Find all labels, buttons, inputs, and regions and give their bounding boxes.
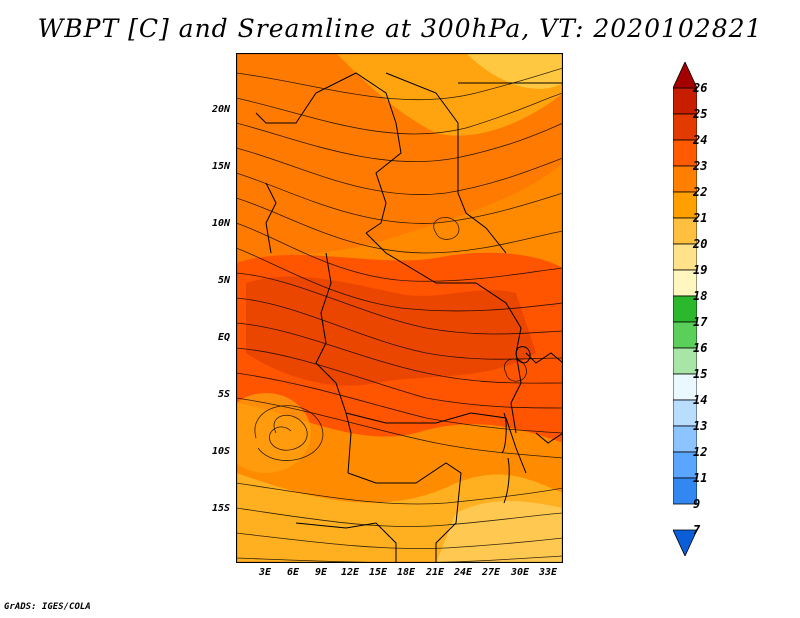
lon-label-6e: 6E xyxy=(286,567,300,578)
lat-label-15n: 15N xyxy=(211,161,230,172)
colorbar-label-18: 18 xyxy=(693,289,708,303)
colorbar-box-18 xyxy=(673,269,697,297)
lon-label-30e: 30E xyxy=(510,567,530,578)
country-borders xyxy=(255,72,563,563)
wbpt-region-hot-core xyxy=(246,276,536,386)
lon-label-33e: 33E xyxy=(538,567,558,578)
colorbar-box-21 xyxy=(673,191,697,219)
lon-label-12e: 12E xyxy=(340,567,360,578)
lon-label-21e: 21E xyxy=(425,567,445,578)
streamlines xyxy=(236,67,563,563)
colorbar-label-21: 21 xyxy=(693,211,708,225)
lat-label-10s: 10S xyxy=(211,446,230,457)
lat-label-5s: 5S xyxy=(217,389,230,400)
footer-credit: GrADS: IGES/COLA xyxy=(4,602,91,612)
colorbar xyxy=(673,62,697,556)
colorbar-label-13: 13 xyxy=(693,419,708,433)
colorbar-label-23: 23 xyxy=(693,159,708,173)
colorbar-label-16: 16 xyxy=(693,341,708,355)
lon-label-9e: 9E xyxy=(314,567,328,578)
chart-title: WBPT [C] and Sreamline at 300hPa, VT: 20… xyxy=(37,14,763,43)
colorbar-label-15: 15 xyxy=(693,367,708,381)
colorbar-label-14: 14 xyxy=(693,393,708,407)
colorbar-box-20 xyxy=(673,217,697,245)
colorbar-box-17 xyxy=(673,295,697,323)
lat-label-eq: EQ xyxy=(217,332,230,343)
colorbar-box-19 xyxy=(673,243,697,271)
colorbar-label-26: 26 xyxy=(693,81,708,95)
map-panel xyxy=(236,53,563,563)
lon-label-27e: 27E xyxy=(481,567,501,578)
colorbar-label-12: 12 xyxy=(693,445,708,459)
colorbar-label-9: 9 xyxy=(693,497,701,511)
colorbar-label-19: 19 xyxy=(693,263,708,277)
lat-label-10n: 10N xyxy=(211,218,230,229)
lon-label-3e: 3E xyxy=(258,567,272,578)
lat-label-5n: 5N xyxy=(217,275,230,286)
colorbar-bottom-arrow xyxy=(673,529,697,556)
colorbar-label-17: 17 xyxy=(693,315,708,329)
colorbar-box-22 xyxy=(673,165,697,193)
lat-label-20n: 20N xyxy=(211,104,230,115)
wbpt-region-northeast-light xyxy=(466,53,563,89)
lakes xyxy=(501,346,531,504)
colorbar-top-arrow xyxy=(673,62,697,89)
colorbar-label-7: 7 xyxy=(693,523,701,537)
colorbar-box-9 xyxy=(673,477,697,505)
lon-label-24e: 24E xyxy=(453,567,473,578)
colorbar-label-20: 20 xyxy=(693,237,708,251)
colorbar-box-13 xyxy=(673,399,697,427)
colorbar-label-11: 11 xyxy=(693,471,708,485)
wbpt-region-west-cool xyxy=(236,393,311,473)
lat-label-15s: 15S xyxy=(211,503,230,514)
colorbar-label-22: 22 xyxy=(693,185,708,199)
colorbar-label-25: 25 xyxy=(693,107,708,121)
lon-label-15e: 15E xyxy=(368,567,388,578)
lon-label-18e: 18E xyxy=(396,567,416,578)
colorbar-label-24: 24 xyxy=(693,133,708,147)
colorbar-box-14 xyxy=(673,373,697,401)
